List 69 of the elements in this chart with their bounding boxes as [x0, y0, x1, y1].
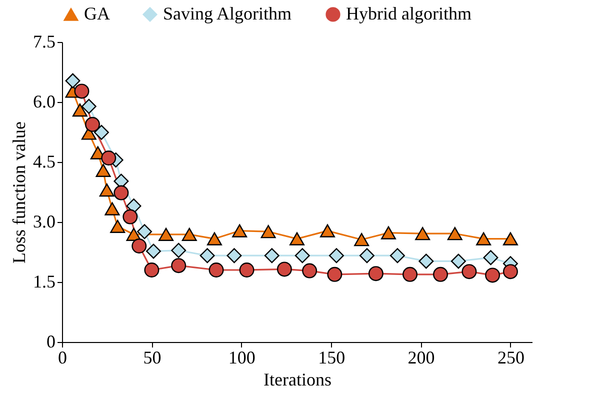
point [206, 232, 222, 246]
point [294, 248, 310, 264]
point [94, 124, 109, 140]
point [232, 224, 248, 238]
point [96, 164, 111, 177]
point [65, 73, 80, 88]
y-tick-label: 0 [46, 332, 56, 352]
point [327, 266, 342, 282]
point [110, 220, 126, 233]
point [502, 232, 518, 246]
point [114, 185, 129, 200]
y-axis-title: Loss function value [9, 122, 29, 264]
point [182, 228, 197, 241]
point [485, 268, 500, 283]
x-tick-label: 100 [228, 348, 256, 368]
y-tick-label: 4.5 [33, 152, 56, 172]
point [144, 262, 160, 278]
point [264, 248, 280, 264]
point [302, 263, 318, 278]
point [418, 254, 434, 269]
point [450, 254, 466, 269]
legend-label: GA [84, 4, 110, 24]
point [104, 202, 120, 216]
point [502, 264, 518, 280]
legend-label: Hybrid algorithm [346, 3, 472, 24]
y-tick-label: 3.0 [33, 212, 56, 232]
point [72, 103, 88, 117]
point [354, 233, 370, 246]
point [462, 264, 477, 280]
y-tick-label: 6.0 [33, 92, 56, 112]
point [368, 266, 384, 282]
point [99, 183, 114, 197]
point [158, 228, 174, 241]
point [320, 224, 335, 238]
point [85, 116, 100, 132]
y-tick-label: 1.5 [33, 272, 56, 292]
x-axis-title: Iterations [264, 370, 332, 390]
point [380, 226, 396, 240]
y-tick-label: 7.5 [33, 32, 56, 52]
point [328, 248, 344, 264]
point [276, 262, 292, 277]
point [226, 248, 242, 264]
x-tick-label: 50 [143, 348, 162, 368]
x-tick-label: 250 [497, 348, 524, 368]
point [200, 248, 215, 264]
point [359, 248, 374, 264]
point [171, 258, 186, 274]
point [290, 232, 304, 246]
point [390, 248, 405, 264]
point [433, 266, 448, 282]
point [402, 266, 418, 282]
point [239, 262, 254, 278]
point [132, 238, 147, 254]
point [146, 244, 161, 259]
x-tick-label: 200 [408, 348, 435, 368]
point [476, 232, 492, 246]
point [81, 98, 96, 114]
point [74, 84, 90, 99]
x-tick-label: 150 [318, 348, 346, 368]
point [101, 150, 116, 166]
legend-label: Saving Algorithm [163, 3, 292, 24]
point [208, 262, 224, 278]
point [122, 209, 138, 224]
point [171, 242, 186, 258]
point [415, 227, 430, 240]
point [260, 225, 276, 238]
point [447, 227, 462, 240]
point [137, 224, 152, 240]
point [483, 250, 498, 266]
